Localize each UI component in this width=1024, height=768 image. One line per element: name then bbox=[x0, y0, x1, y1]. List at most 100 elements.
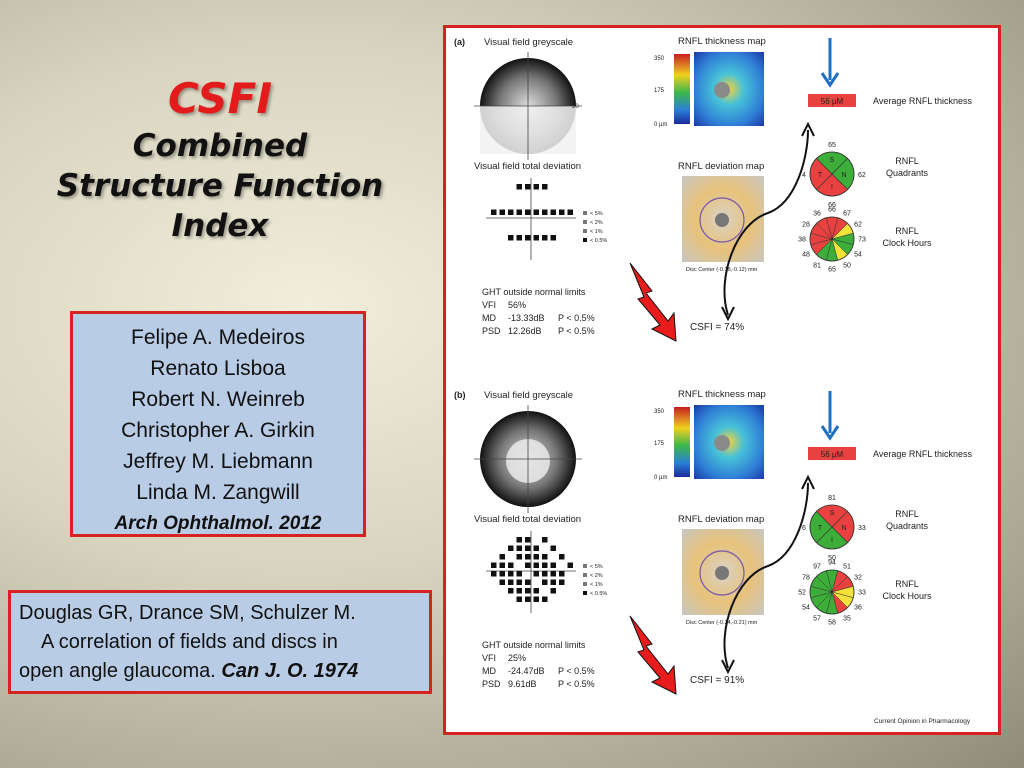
td-point bbox=[533, 554, 539, 560]
clock-hour-value: 97 bbox=[813, 564, 821, 571]
avg-thickness-label: Average RNFL thickness bbox=[873, 96, 973, 106]
quadrant-value-bottom: 50 bbox=[828, 555, 836, 562]
td-point bbox=[533, 571, 539, 577]
td-legend-swatch bbox=[583, 573, 587, 577]
td-point bbox=[525, 579, 531, 585]
quadrant-value-left: 4 bbox=[802, 172, 806, 179]
td-point bbox=[491, 562, 497, 568]
td-point bbox=[550, 209, 556, 215]
td-point bbox=[542, 235, 548, 241]
td-point bbox=[550, 545, 556, 551]
avg-thickness-label: Average RNFL thickness bbox=[873, 449, 973, 459]
td-point bbox=[542, 537, 548, 543]
douglas-line2: A correlation of fields and discs in bbox=[41, 631, 338, 653]
td-point bbox=[542, 554, 548, 560]
csfi-arrow-head-bottom bbox=[721, 306, 735, 322]
clock-hour-value: 57 bbox=[813, 615, 821, 622]
td-point bbox=[525, 545, 531, 551]
td-point bbox=[516, 545, 522, 551]
td-point bbox=[559, 554, 565, 560]
td-point bbox=[516, 588, 522, 594]
td-legend-swatch bbox=[583, 582, 587, 586]
td-point bbox=[508, 579, 514, 585]
td-legend-text: < 2% bbox=[590, 220, 603, 226]
md-value: -13.33dB bbox=[508, 313, 545, 323]
vfi-label: VFI bbox=[482, 300, 496, 310]
slide-subtitle-line1: Combined bbox=[132, 128, 308, 164]
clock-hour-value: 73 bbox=[858, 237, 866, 244]
td-point bbox=[550, 235, 556, 241]
panel-tag: (b) bbox=[454, 390, 466, 400]
md-p-value: P < 0.5% bbox=[558, 313, 595, 323]
douglas-reference-box: Douglas GR, Drance SM, Schulzer M. A cor… bbox=[8, 590, 432, 694]
douglas-journal: Can J. O. 1974 bbox=[221, 660, 359, 682]
clock-hour-value: 66 bbox=[828, 207, 836, 214]
lightning-bolt-icon bbox=[629, 262, 677, 342]
author-name: Christopher A. Girkin bbox=[121, 419, 315, 442]
journal-reference: Arch Ophthalmol. 2012 bbox=[114, 513, 322, 534]
clock-hour-value: 78 bbox=[802, 575, 810, 582]
td-point bbox=[525, 562, 531, 568]
greyscale-label: Visual field greyscale bbox=[484, 37, 573, 48]
td-point bbox=[508, 571, 514, 577]
td-point bbox=[559, 209, 565, 215]
deviation-ring bbox=[699, 550, 745, 596]
quadrant-letter: S bbox=[830, 510, 835, 517]
td-point bbox=[508, 562, 514, 568]
td-point bbox=[525, 209, 531, 215]
td-point bbox=[542, 562, 548, 568]
td-point bbox=[516, 209, 522, 215]
clock-hour-value: 35 bbox=[843, 615, 851, 622]
lightning-bolt-icon bbox=[629, 615, 677, 695]
scale-bottom-label: 0 µm bbox=[654, 122, 667, 128]
clock-hour-value: 50 bbox=[843, 262, 851, 269]
deviation-ring bbox=[699, 197, 745, 243]
clock-label-line1: RNFL bbox=[895, 226, 919, 236]
td-point bbox=[499, 571, 505, 577]
avg-thickness-box bbox=[808, 447, 856, 460]
quadrant-letter: N bbox=[841, 525, 846, 532]
author-name: Jeffrey M. Liebmann bbox=[123, 450, 313, 473]
slide-title-block: CSFI Combined Structure Function Index bbox=[20, 72, 420, 246]
deviation-map-label: RNFL deviation map bbox=[678, 161, 764, 172]
clock-hour-value: 62 bbox=[854, 222, 862, 229]
slide-title: CSFI bbox=[168, 74, 272, 123]
td-legend-swatch bbox=[583, 211, 587, 215]
td-point bbox=[533, 588, 539, 594]
td-point bbox=[499, 562, 505, 568]
deviation-disc bbox=[715, 566, 729, 580]
td-legend-text: < 1% bbox=[590, 582, 603, 588]
optic-disc bbox=[714, 82, 730, 98]
figure-credit: Current Opinion in Pharmacology bbox=[874, 718, 971, 725]
md-label: MD bbox=[482, 313, 496, 323]
quadrant-value-top: 65 bbox=[828, 142, 836, 149]
scale-mid-label: 175 bbox=[654, 441, 665, 447]
vfi-label: VFI bbox=[482, 653, 496, 663]
psd-label: PSD bbox=[482, 679, 501, 689]
td-point bbox=[533, 209, 539, 215]
td-point bbox=[525, 554, 531, 560]
quadrant-value-bottom: 66 bbox=[828, 202, 836, 209]
clock-label-line2: Clock Hours bbox=[882, 591, 932, 601]
md-label: MD bbox=[482, 666, 496, 676]
td-point bbox=[550, 562, 556, 568]
md-p-value: P < 0.5% bbox=[558, 666, 595, 676]
csfi-double-arrow bbox=[723, 482, 809, 669]
clock-hour-value: 67 bbox=[843, 211, 851, 218]
td-point bbox=[525, 596, 531, 602]
psd-label: PSD bbox=[482, 326, 501, 336]
clock-hour-value: 65 bbox=[828, 267, 836, 274]
author-name: Linda M. Zangwill bbox=[136, 481, 300, 504]
avg-thickness-box bbox=[808, 94, 856, 107]
td-point bbox=[567, 562, 573, 568]
td-point bbox=[542, 209, 548, 215]
clock-hour-value: 36 bbox=[813, 211, 821, 218]
td-point bbox=[533, 545, 539, 551]
td-point bbox=[559, 579, 565, 585]
csfi-double-arrow bbox=[723, 129, 809, 316]
panel-tag: (a) bbox=[454, 37, 465, 47]
td-legend-text: < 2% bbox=[590, 573, 603, 579]
td-legend-text: < 5% bbox=[590, 211, 603, 217]
clock-hour-value: 94 bbox=[828, 560, 836, 567]
clock-hour-value: 58 bbox=[828, 620, 836, 627]
